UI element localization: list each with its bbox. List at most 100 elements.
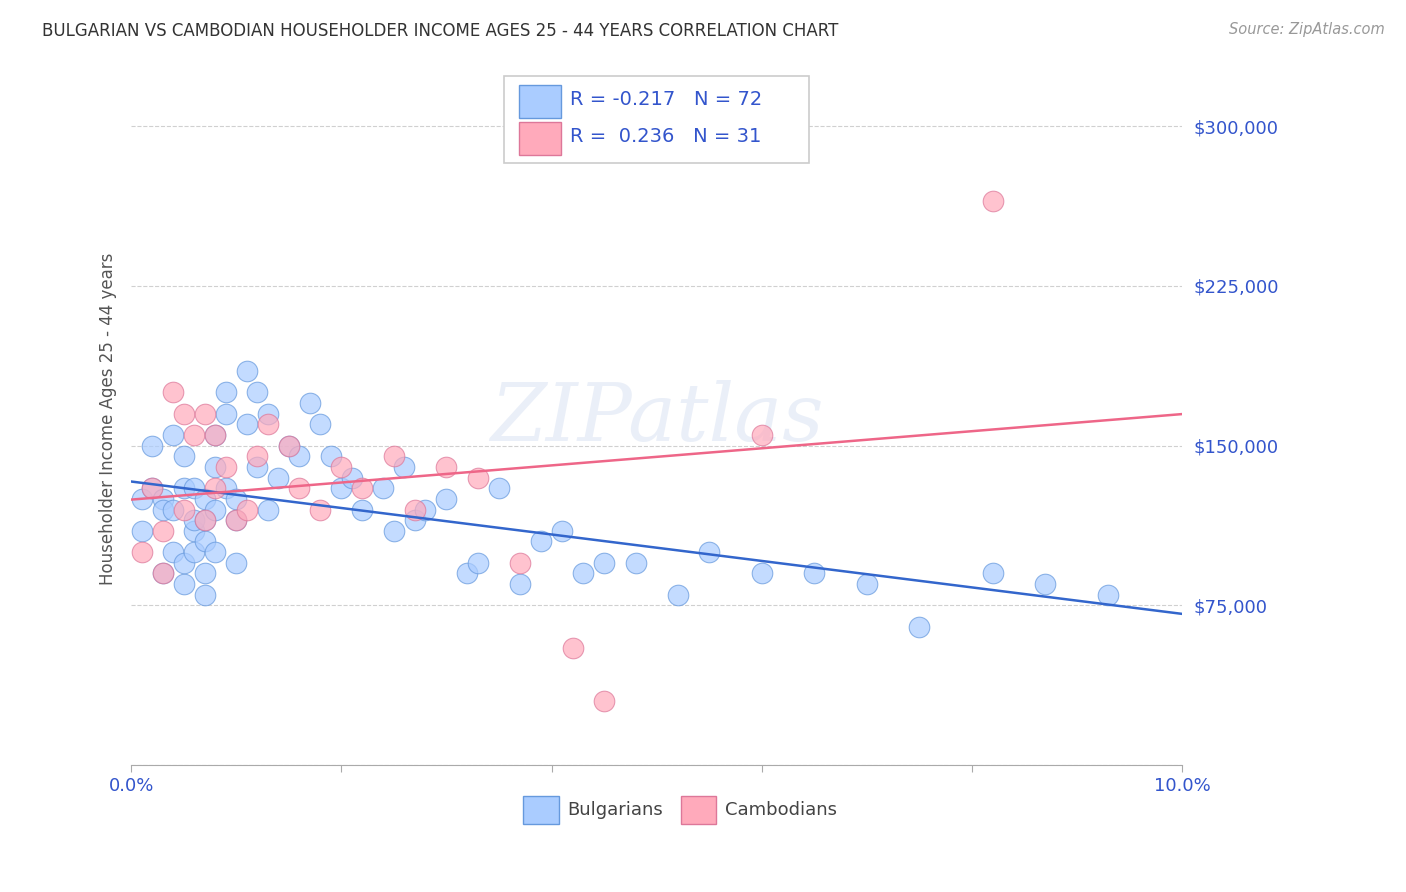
Point <box>509 577 531 591</box>
Point <box>141 439 163 453</box>
Point <box>981 566 1004 581</box>
Point <box>246 450 269 464</box>
Point <box>330 459 353 474</box>
Point <box>330 481 353 495</box>
Point <box>183 481 205 495</box>
Point <box>152 502 174 516</box>
Point <box>288 450 311 464</box>
Point <box>215 385 238 400</box>
Point <box>373 481 395 495</box>
Point <box>488 481 510 495</box>
Point <box>382 450 405 464</box>
Point <box>131 524 153 538</box>
Point <box>256 502 278 516</box>
Point <box>382 524 405 538</box>
Point <box>404 513 426 527</box>
Point <box>572 566 595 581</box>
Point <box>697 545 720 559</box>
Point <box>256 417 278 432</box>
FancyBboxPatch shape <box>523 797 558 824</box>
Text: Bulgarians: Bulgarians <box>567 801 664 819</box>
Point <box>141 481 163 495</box>
Point <box>183 428 205 442</box>
FancyBboxPatch shape <box>681 797 717 824</box>
Point <box>415 502 437 516</box>
Point <box>352 502 374 516</box>
Point <box>288 481 311 495</box>
Point <box>215 481 238 495</box>
Point <box>225 513 247 527</box>
Point <box>246 459 269 474</box>
Point <box>624 556 647 570</box>
Point <box>173 481 195 495</box>
Point <box>152 491 174 506</box>
Point <box>340 470 363 484</box>
Point <box>855 577 877 591</box>
Point <box>194 588 217 602</box>
Point <box>467 556 489 570</box>
Text: R =  0.236   N = 31: R = 0.236 N = 31 <box>571 127 762 146</box>
Point <box>530 534 553 549</box>
Point <box>1033 577 1056 591</box>
Point <box>352 481 374 495</box>
Point <box>225 513 247 527</box>
Point <box>173 577 195 591</box>
Point <box>908 620 931 634</box>
Point <box>236 417 259 432</box>
Point <box>309 502 332 516</box>
Point <box>204 428 226 442</box>
Point <box>236 364 259 378</box>
Text: BULGARIAN VS CAMBODIAN HOUSEHOLDER INCOME AGES 25 - 44 YEARS CORRELATION CHART: BULGARIAN VS CAMBODIAN HOUSEHOLDER INCOM… <box>42 22 838 40</box>
Point <box>1097 588 1119 602</box>
Point <box>183 524 205 538</box>
Point <box>173 450 195 464</box>
Point <box>246 385 269 400</box>
Point <box>194 513 217 527</box>
Point <box>225 491 247 506</box>
Point <box>394 459 416 474</box>
Point <box>561 640 583 655</box>
Point <box>204 481 226 495</box>
Point <box>509 556 531 570</box>
Point <box>194 534 217 549</box>
Point <box>152 566 174 581</box>
Text: R = -0.217   N = 72: R = -0.217 N = 72 <box>571 89 762 109</box>
Point <box>162 428 184 442</box>
Text: Cambodians: Cambodians <box>725 801 837 819</box>
FancyBboxPatch shape <box>505 77 808 163</box>
Point <box>404 502 426 516</box>
Point <box>593 556 616 570</box>
Point <box>215 407 238 421</box>
Point <box>277 439 299 453</box>
Point <box>277 439 299 453</box>
Point <box>173 502 195 516</box>
Point <box>204 459 226 474</box>
Point <box>319 450 342 464</box>
Point <box>215 459 238 474</box>
Point <box>204 502 226 516</box>
Point <box>436 459 458 474</box>
Point <box>162 502 184 516</box>
Point <box>551 524 574 538</box>
Point <box>298 396 321 410</box>
Point <box>204 428 226 442</box>
Point <box>194 513 217 527</box>
Point <box>162 385 184 400</box>
Point <box>751 566 773 581</box>
Point <box>152 566 174 581</box>
Point <box>204 545 226 559</box>
Point <box>152 524 174 538</box>
Point <box>236 502 259 516</box>
Point <box>803 566 825 581</box>
Point <box>256 407 278 421</box>
Point <box>436 491 458 506</box>
Point <box>751 428 773 442</box>
Point <box>183 545 205 559</box>
FancyBboxPatch shape <box>519 122 561 155</box>
Point <box>194 491 217 506</box>
Y-axis label: Householder Income Ages 25 - 44 years: Householder Income Ages 25 - 44 years <box>100 252 117 585</box>
Point <box>131 491 153 506</box>
FancyBboxPatch shape <box>519 85 561 118</box>
Point <box>131 545 153 559</box>
Point <box>173 407 195 421</box>
